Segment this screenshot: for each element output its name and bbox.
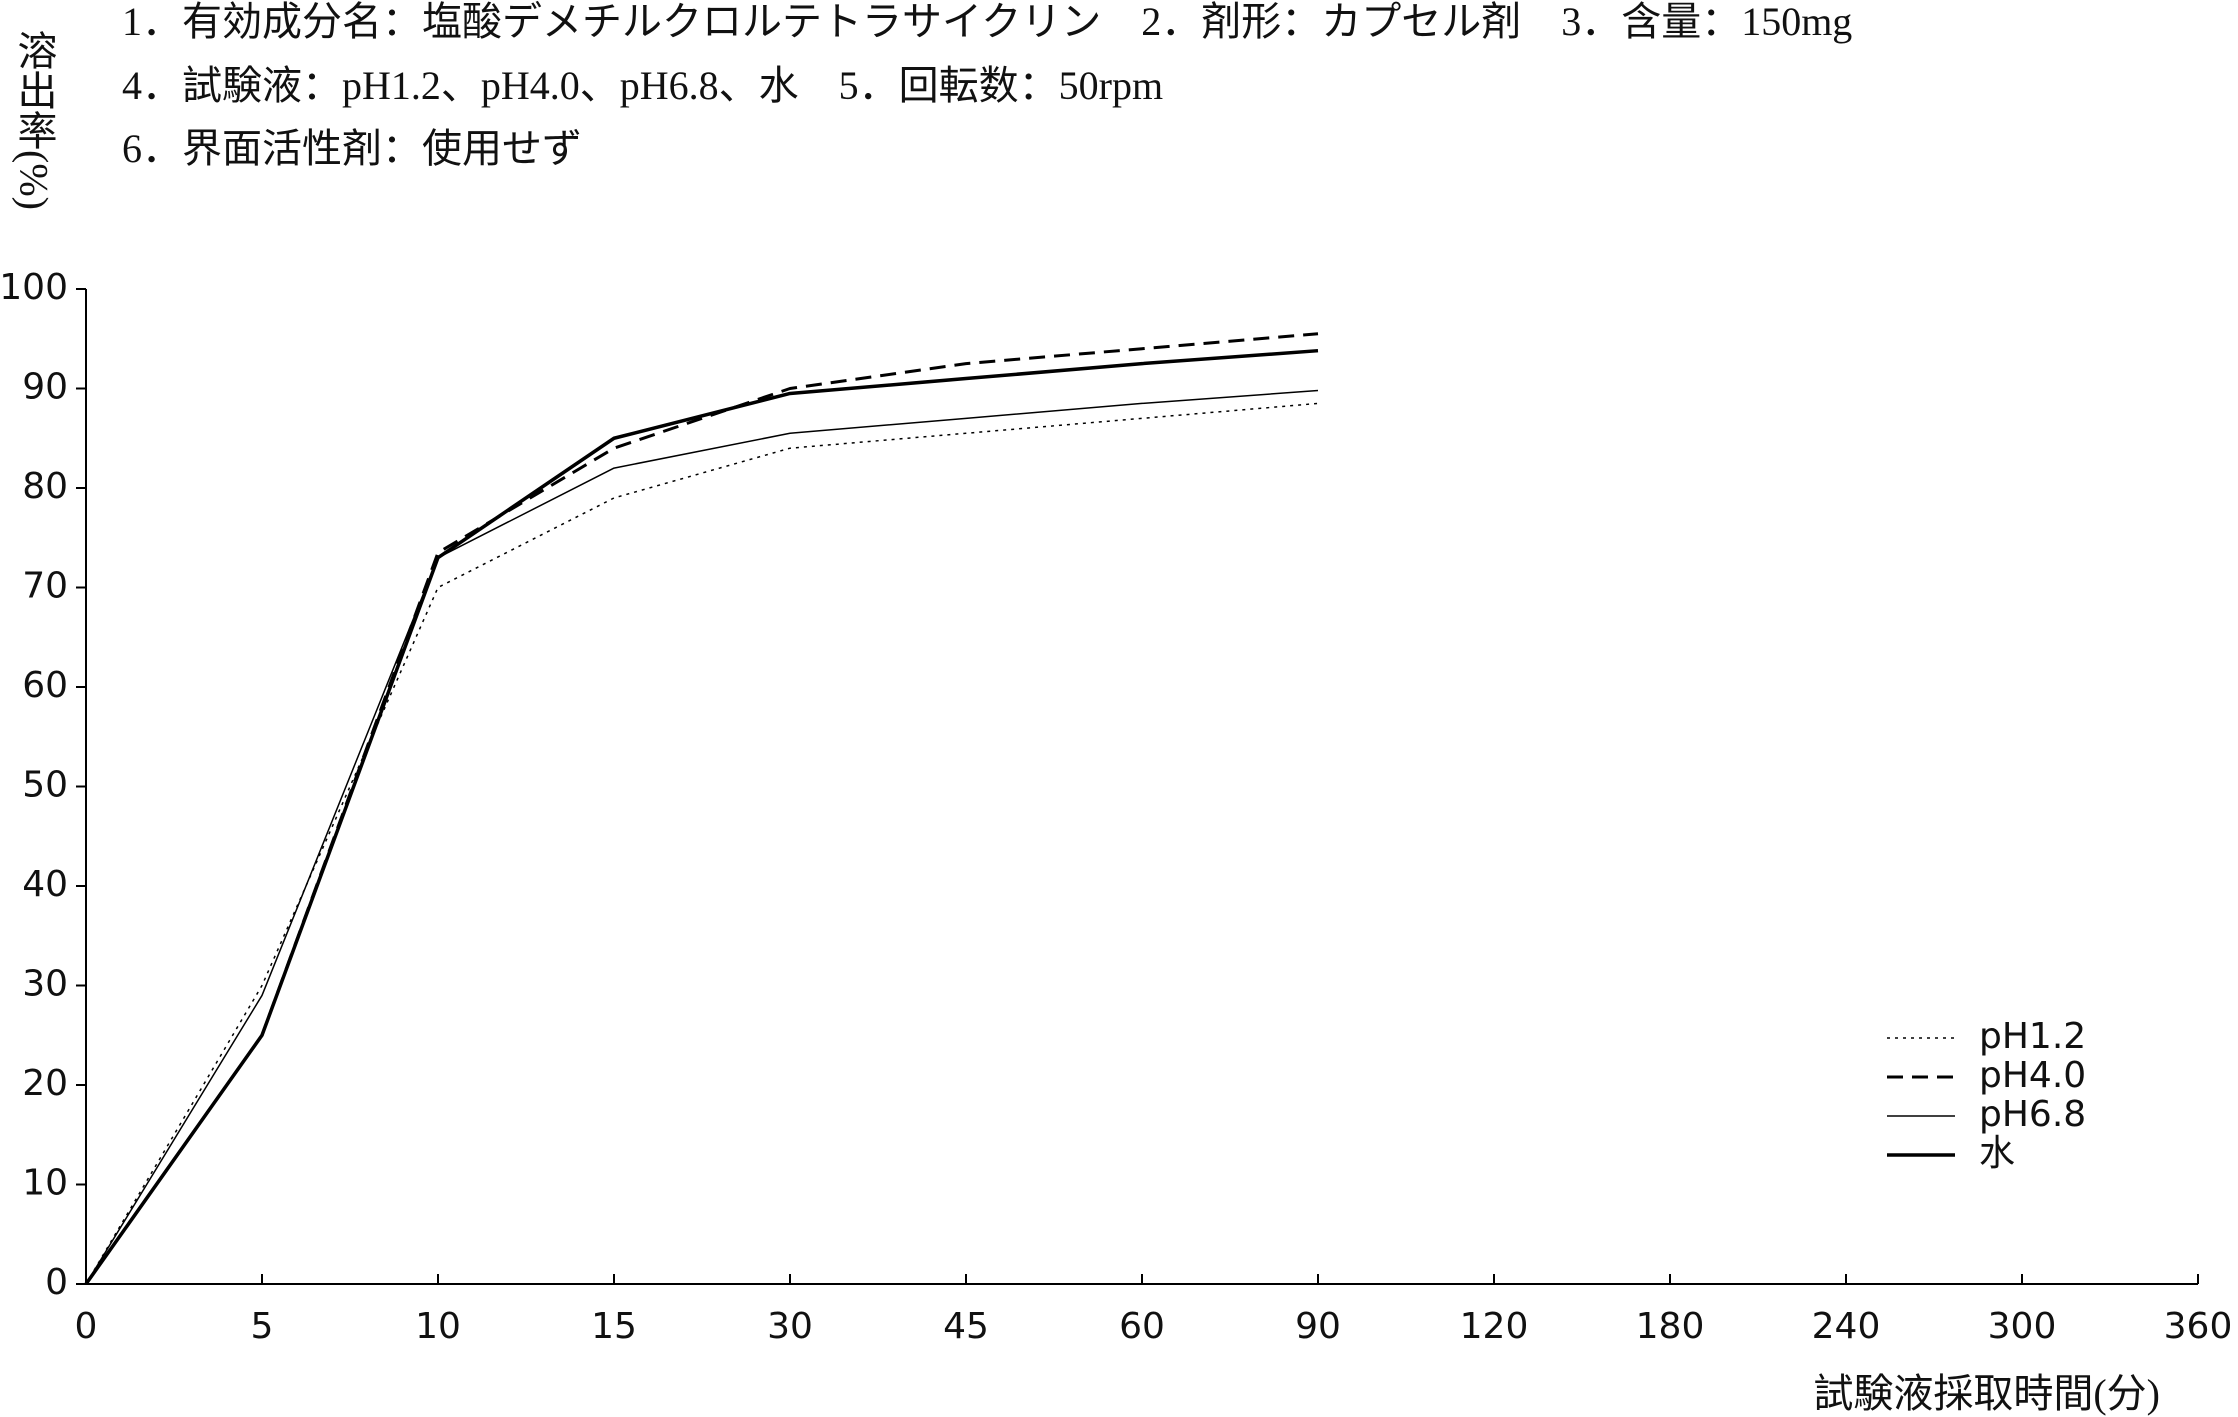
y-tick-label: 60 xyxy=(22,665,68,706)
x-tick-label: 30 xyxy=(767,1306,813,1347)
y-tick-label: 80 xyxy=(22,466,68,507)
legend-label: 水 xyxy=(1979,1133,2015,1174)
x-tick-label: 240 xyxy=(1812,1306,1881,1347)
header-line: 4．試験液：pH1.2、pH4.0、pH6.8、水 5．回転数：50rpm xyxy=(122,63,1163,108)
header-line: 1．有効成分名：塩酸デメチルクロルテトラサイクリン 2．剤形：カプセル剤 3．含… xyxy=(122,0,1852,44)
header-line: 6．界面活性剤：使用せず xyxy=(122,126,582,171)
data-line xyxy=(85,402,1319,1285)
x-tick-label: 5 xyxy=(251,1306,274,1347)
y-tick-label: 20 xyxy=(22,1063,68,1104)
y-tick-label: 10 xyxy=(22,1163,68,1204)
y-tick-label: 40 xyxy=(22,864,68,905)
x-tick-label: 300 xyxy=(1988,1306,2057,1347)
data-line xyxy=(84,348,1319,1286)
y-tick-label: 90 xyxy=(22,367,68,408)
legend-label: pH6.8 xyxy=(1979,1094,2086,1135)
x-axis-label: 試験液採取時間(分) xyxy=(1813,1371,2160,1416)
x-tick-label: 180 xyxy=(1636,1306,1705,1347)
legend-label: pH1.2 xyxy=(1979,1016,2086,1057)
y-tick-label: 100 xyxy=(0,267,68,308)
x-tick-label: 10 xyxy=(415,1306,461,1347)
x-tick-label: 45 xyxy=(943,1306,989,1347)
y-tick-label: 30 xyxy=(22,964,68,1005)
x-tick-label: 120 xyxy=(1460,1306,1529,1347)
x-tick-label: 15 xyxy=(591,1306,637,1347)
data-line xyxy=(84,332,1319,1285)
x-tick-label: 60 xyxy=(1119,1306,1165,1347)
x-tick-label: 90 xyxy=(1295,1306,1341,1347)
y-tick-label: 0 xyxy=(45,1262,68,1303)
y-tick-label: 50 xyxy=(22,765,68,806)
x-tick-label: 360 xyxy=(2164,1306,2233,1347)
data-line xyxy=(85,389,1319,1285)
y-axis-label: 溶出率(%) xyxy=(12,30,57,210)
legend-label: pH4.0 xyxy=(1979,1055,2086,1096)
x-tick-label: 0 xyxy=(75,1306,98,1347)
y-tick-label: 70 xyxy=(22,566,68,607)
